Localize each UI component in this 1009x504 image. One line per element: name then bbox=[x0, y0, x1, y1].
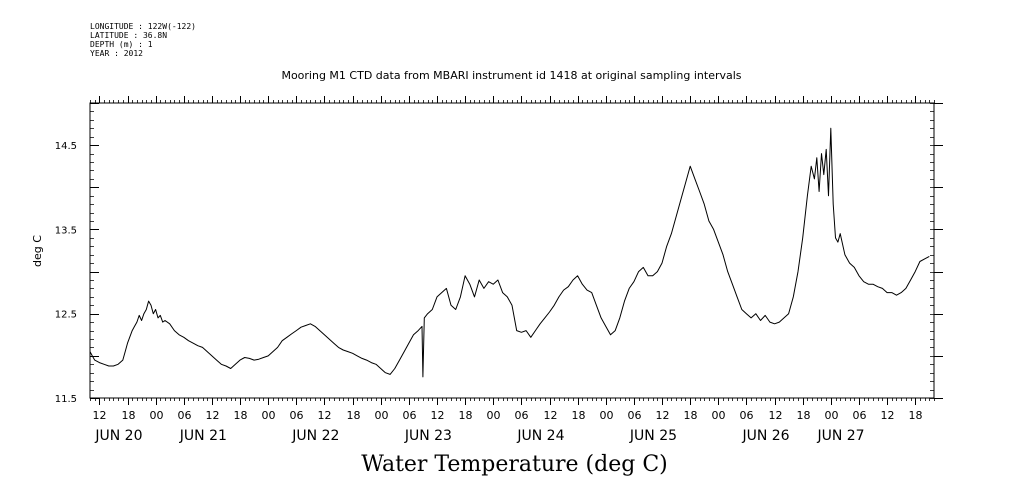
x-tick-label: 06 bbox=[178, 409, 192, 422]
x-tick-label: 06 bbox=[403, 409, 417, 422]
depth-text: DEPTH (m) : 1 bbox=[90, 40, 153, 49]
x-date-label: JUN 20 bbox=[94, 428, 142, 444]
x-tick-label: 18 bbox=[797, 409, 811, 422]
x-tick-label: 18 bbox=[684, 409, 698, 422]
longitude-text: LONGITUDE : 122W(-122) bbox=[90, 22, 196, 31]
x-tick-label: 06 bbox=[853, 409, 867, 422]
chart-title: Mooring M1 CTD data from MBARI instrumen… bbox=[281, 69, 742, 82]
x-tick-label: 06 bbox=[628, 409, 642, 422]
x-date-label: JUN 24 bbox=[516, 428, 564, 444]
x-tick-label: 12 bbox=[206, 409, 220, 422]
x-minor-ticks bbox=[90, 100, 935, 401]
y-tick-label: 13.5 bbox=[55, 225, 77, 236]
series-line-water-temperature bbox=[89, 127, 930, 378]
latitude-text: LATITUDE : 36.8N bbox=[90, 31, 168, 40]
y-axis-label: deg C bbox=[31, 235, 44, 267]
x-date-label: JUN 27 bbox=[816, 428, 864, 444]
x-tick-label: 00 bbox=[825, 409, 839, 422]
x-tick-label: 00 bbox=[375, 409, 389, 422]
x-tick-label: 06 bbox=[515, 409, 529, 422]
y-tick-label: 14.5 bbox=[55, 141, 77, 152]
x-tick-label: 18 bbox=[909, 409, 923, 422]
y-tick-label: 11.5 bbox=[55, 394, 77, 405]
x-tick-label: 06 bbox=[740, 409, 754, 422]
x-tick-label: 00 bbox=[150, 409, 164, 422]
x-tick-label: 06 bbox=[290, 409, 304, 422]
x-tick-label: 00 bbox=[262, 409, 276, 422]
year-text: YEAR : 2012 bbox=[90, 49, 143, 58]
metadata-block: LONGITUDE : 122W(-122) LATITUDE : 36.8N … bbox=[90, 22, 196, 58]
x-axis-label: Water Temperature (deg C) bbox=[361, 452, 668, 477]
x-tick-label: 00 bbox=[712, 409, 726, 422]
x-tick-label: 18 bbox=[572, 409, 586, 422]
x-date-label: JUN 22 bbox=[291, 428, 339, 444]
x-tick-label: 12 bbox=[431, 409, 445, 422]
x-tick-label: 00 bbox=[487, 409, 501, 422]
x-tick-label: 12 bbox=[318, 409, 332, 422]
x-tick-label: 00 bbox=[600, 409, 614, 422]
x-tick-label: 12 bbox=[881, 409, 895, 422]
y-tick-label: 12.5 bbox=[55, 310, 77, 321]
x-tick-label: 18 bbox=[459, 409, 473, 422]
x-date-label: JUN 25 bbox=[629, 428, 677, 444]
x-date-label: JUN 26 bbox=[741, 428, 789, 444]
x-tick-label: 18 bbox=[234, 409, 248, 422]
x-tick-label: 12 bbox=[656, 409, 670, 422]
x-date-label: JUN 23 bbox=[404, 428, 452, 444]
x-tick-label: 18 bbox=[347, 409, 361, 422]
plot-frame bbox=[89, 102, 935, 399]
x-tick-label: 12 bbox=[93, 409, 107, 422]
x-tick-label: 12 bbox=[544, 409, 558, 422]
y-minor-ticks bbox=[90, 103, 934, 399]
x-tick-label: 18 bbox=[122, 409, 136, 422]
x-tick-label: 12 bbox=[769, 409, 783, 422]
x-date-label: JUN 21 bbox=[179, 428, 227, 444]
